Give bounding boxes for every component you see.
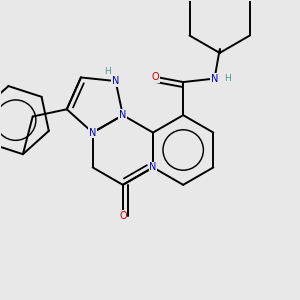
Text: H: H — [104, 67, 111, 76]
Text: O: O — [152, 72, 159, 82]
Text: N: N — [119, 110, 127, 120]
Text: O: O — [119, 211, 127, 221]
Text: H: H — [224, 74, 231, 83]
Text: N: N — [89, 128, 96, 138]
Text: N: N — [211, 74, 218, 84]
Text: N: N — [112, 76, 119, 86]
Text: N: N — [149, 162, 157, 172]
